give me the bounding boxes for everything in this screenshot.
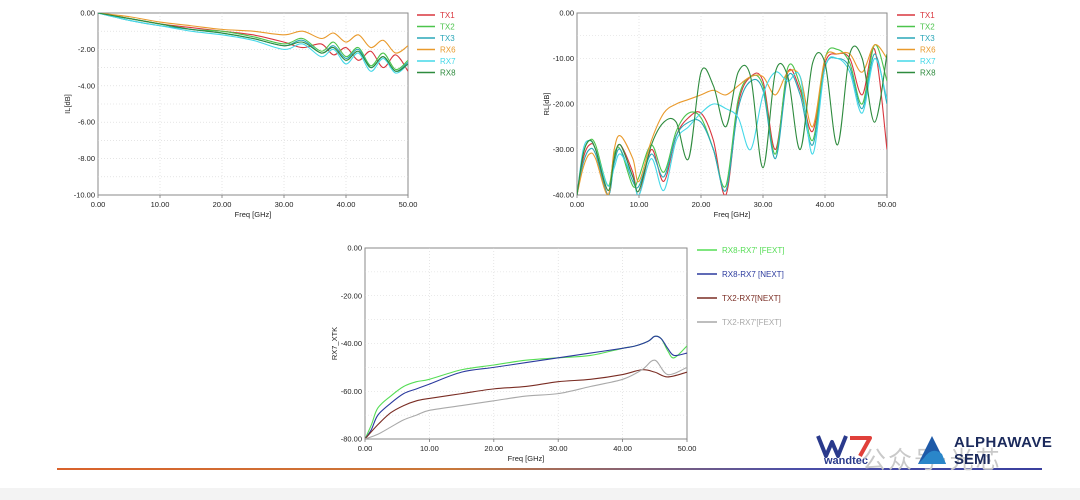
series-line-2 <box>365 335 687 439</box>
alphawave-logo-line1: ALPHAWAVE <box>954 434 1053 451</box>
y-tick-label: -40.00 <box>553 191 574 200</box>
series-line-5 <box>577 56 887 195</box>
series-line-6 <box>98 13 408 72</box>
x-tick-label: 0.00 <box>358 444 373 453</box>
insertion-loss-chart: 0.00 10.00 20.00 30.00 40.00 50.00 0.00 -2.00 -4… <box>60 5 480 225</box>
legend-label-6: RX8 <box>440 68 456 77</box>
y-tick-label: -20.00 <box>341 291 362 300</box>
y-tick-label: 0.00 <box>347 244 362 253</box>
series-line-3 <box>365 369 687 439</box>
legend-label-1: TX1 <box>920 11 935 20</box>
alphawave-logo-line2: SEMI <box>954 451 991 468</box>
crosstalk-chart: 0.00 10.00 20.00 30.00 40.00 50.00 0.00 -20.00 -… <box>325 240 805 470</box>
y-tick-label: -8.00 <box>78 154 95 163</box>
x-tick-label: 50.00 <box>678 444 697 453</box>
footer-band <box>0 488 1080 500</box>
y-axis-label: IL[dB] <box>63 94 72 114</box>
x-axis-label: Freq [GHz] <box>714 210 751 219</box>
series-line-4 <box>365 359 687 439</box>
x-axis-label: Freq [GHz] <box>235 210 272 219</box>
series-line-5 <box>98 13 408 74</box>
legend-label-2: TX2 <box>440 22 455 31</box>
x-tick-label: 30.00 <box>754 200 773 209</box>
x-tick-label: 50.00 <box>399 200 418 209</box>
y-tick-label: -30.00 <box>553 145 574 154</box>
legend-label-3: TX3 <box>440 34 455 43</box>
chart-svg: 0.00 10.00 20.00 30.00 40.00 50.00 0.00 -2.00 -4… <box>63 9 456 220</box>
wandtec-logo: wandtec <box>816 434 886 470</box>
y-axis-label: RL[dB] <box>542 93 551 116</box>
x-tick-label: 20.00 <box>484 444 503 453</box>
y-tick-label: -60.00 <box>341 387 362 396</box>
y-tick-label: -40.00 <box>341 339 362 348</box>
y-tick-label: -10.00 <box>553 54 574 63</box>
x-tick-label: 30.00 <box>275 200 294 209</box>
x-tick-label: 10.00 <box>151 200 170 209</box>
legend-label-4: TX2-RX7'[FEXT] <box>722 318 781 327</box>
y-axis-label: RX7_XTK <box>330 327 339 360</box>
alphawave-logo: ALPHAWAVE SEMI <box>914 432 1052 472</box>
x-tick-label: 30.00 <box>549 444 568 453</box>
legend-label-5: RX7 <box>440 57 456 66</box>
wandtec-logo-text: wandtec <box>824 455 869 467</box>
wandtec-mark-icon <box>816 435 872 458</box>
alphawave-mark-icon <box>918 436 946 464</box>
y-tick-label: -4.00 <box>78 81 95 90</box>
legend-label-4: RX6 <box>920 45 936 54</box>
x-tick-label: 10.00 <box>420 444 439 453</box>
y-tick-label: -20.00 <box>553 100 574 109</box>
legend-label-6: RX8 <box>920 68 936 77</box>
legend-label-1: TX1 <box>440 11 455 20</box>
x-tick-label: 10.00 <box>630 200 649 209</box>
y-tick-label: -80.00 <box>341 435 362 444</box>
legend-label-3: TX3 <box>920 34 935 43</box>
y-tick-label: -6.00 <box>78 118 95 127</box>
footer-divider <box>57 468 1042 470</box>
legend-label-5: RX7 <box>920 57 936 66</box>
legend-label-1: RX8-RX7' [FEXT] <box>722 246 784 255</box>
x-tick-label: 20.00 <box>213 200 232 209</box>
return-loss-chart: 0.00 10.00 20.00 30.00 40.00 50.00 0.00 -10.00 -… <box>535 5 955 225</box>
series-line-4 <box>98 13 408 54</box>
legend-label-4: RX6 <box>440 45 456 54</box>
plot-area <box>364 247 688 440</box>
y-tick-label: 0.00 <box>80 9 95 18</box>
y-tick-label: 0.00 <box>559 9 574 18</box>
x-axis-label: Freq [GHz] <box>508 454 545 463</box>
x-tick-label: 20.00 <box>692 200 711 209</box>
x-tick-label: 50.00 <box>878 200 897 209</box>
x-tick-label: 0.00 <box>570 200 585 209</box>
series-line-6 <box>577 45 887 195</box>
x-tick-label: 40.00 <box>613 444 632 453</box>
chart-svg: 0.00 10.00 20.00 30.00 40.00 50.00 0.00 -10.00 -… <box>542 9 936 220</box>
x-tick-label: 40.00 <box>337 200 356 209</box>
legend-label-2: RX8-RX7 [NEXT] <box>722 270 784 279</box>
chart-svg: 0.00 10.00 20.00 30.00 40.00 50.00 0.00 -20.00 -… <box>330 244 784 464</box>
x-tick-label: 0.00 <box>91 200 106 209</box>
y-tick-label: -10.00 <box>74 191 95 200</box>
series-line-4 <box>577 44 887 195</box>
y-tick-label: -2.00 <box>78 45 95 54</box>
legend-label-2: TX2 <box>920 22 935 31</box>
x-tick-label: 40.00 <box>816 200 835 209</box>
legend-label-3: TX2-RX7[NEXT] <box>722 294 781 303</box>
